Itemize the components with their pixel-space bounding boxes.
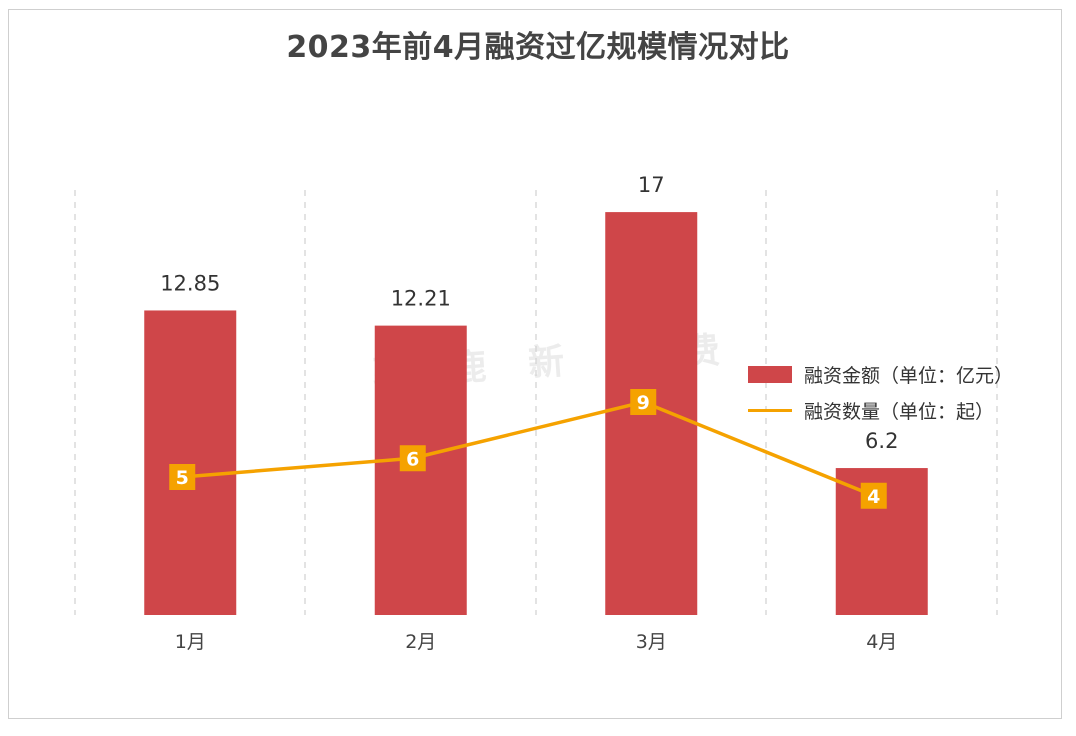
line-point-label: 5 (176, 467, 189, 489)
line-point (860, 482, 887, 509)
line-point (169, 464, 196, 490)
bar-value-label: 6.2 (865, 429, 898, 453)
chart-title: 2023年前4月融资过亿规模情况对比 (286, 30, 790, 65)
count-line (182, 400, 875, 498)
legend-item-count: 融资数量（单位：起） (748, 392, 1013, 428)
bar-value-label: 12.85 (160, 271, 220, 295)
x-tick-label: 3月 (636, 631, 667, 653)
bar-value-label: 12.21 (391, 287, 451, 311)
line-point-label: 6 (406, 448, 419, 470)
x-tick-label: 1月 (175, 631, 206, 653)
line-point-label: 9 (637, 392, 650, 414)
bar (144, 310, 237, 615)
line-point (399, 445, 426, 472)
legend-swatch-line (748, 408, 792, 412)
line-point-label: 4 (867, 486, 880, 508)
x-tick-label: 4月 (866, 631, 897, 653)
legend-label-count: 融资数量（单位：起） (804, 400, 995, 423)
legend-label-amount: 融资金额（单位：亿元） (804, 364, 1014, 387)
x-tick-label: 2月 (405, 631, 436, 653)
legend-swatch-bar (748, 365, 792, 383)
legend-item-amount: 融资金额（单位：亿元） (748, 356, 1013, 392)
line-point (630, 389, 657, 415)
legend: 融资金额（单位：亿元） 融资数量（单位：起） (748, 356, 1013, 428)
bar-value-label: 17 (638, 173, 665, 197)
